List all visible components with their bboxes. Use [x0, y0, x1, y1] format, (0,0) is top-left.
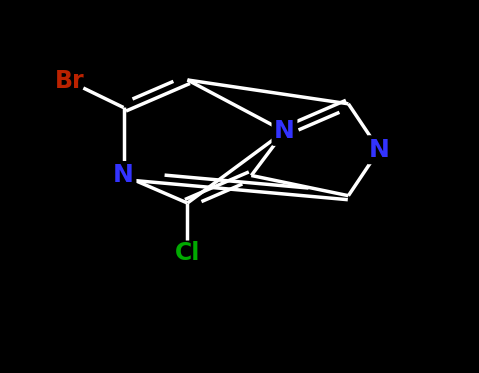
Text: Cl: Cl [175, 241, 200, 264]
Text: N: N [113, 163, 134, 188]
Text: Br: Br [55, 69, 84, 93]
Text: N: N [274, 119, 295, 143]
Text: N: N [369, 138, 389, 162]
